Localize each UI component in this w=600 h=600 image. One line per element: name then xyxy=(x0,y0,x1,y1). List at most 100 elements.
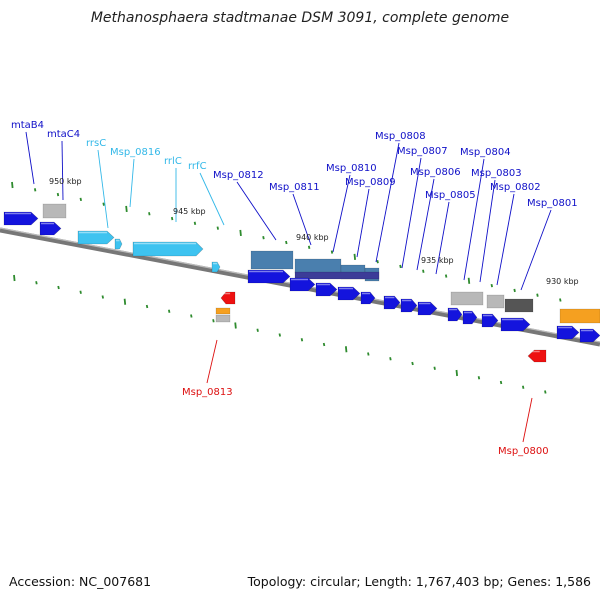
gene-Msp_0802 xyxy=(504,298,534,313)
leader-mtaC4 xyxy=(61,140,64,201)
leader-Msp_0816 xyxy=(129,158,135,208)
tick-mark xyxy=(13,274,16,282)
topology-summary: Topology: circular; Length: 1,767,403 bp… xyxy=(247,574,591,589)
gene-Msp_0816 xyxy=(114,238,123,250)
gene-Msp_0803-b xyxy=(462,310,478,325)
gene-features xyxy=(3,203,600,363)
gene-Msp_0811 xyxy=(294,258,342,274)
leader-Msp_0802 xyxy=(496,193,515,286)
tick-mark xyxy=(167,309,171,313)
gene-Msp_0801 xyxy=(500,317,531,332)
leader-rrfC xyxy=(199,172,225,226)
tick-mark xyxy=(216,226,219,230)
tick-mark xyxy=(399,264,402,269)
gene-orange-1 xyxy=(559,308,600,324)
label-rrsC: rrsC xyxy=(86,138,106,149)
leader-Msp_0800 xyxy=(522,397,533,443)
label-Msp_0811: Msp_0811 xyxy=(269,182,320,193)
tick-mark xyxy=(367,352,370,356)
gene-Msp_0813-small xyxy=(215,307,231,315)
tick-mark xyxy=(234,322,237,329)
leader-Msp_0813 xyxy=(206,339,218,384)
tick-mark xyxy=(444,274,448,278)
tick-mark xyxy=(145,304,149,309)
tick-mark xyxy=(148,212,151,216)
tick-mark xyxy=(300,338,304,342)
gene-rrlC xyxy=(132,241,204,257)
label-Msp_0803: Msp_0803 xyxy=(471,168,522,179)
gene-Msp_0800 xyxy=(527,349,547,363)
tick-mark xyxy=(307,245,311,249)
leader-Msp_0811 xyxy=(292,193,312,246)
tick-mark xyxy=(490,283,493,288)
tick-mark xyxy=(285,240,288,245)
tick-mark xyxy=(376,259,379,264)
tick-mark xyxy=(330,250,334,254)
gene-Msp_0810-b xyxy=(315,282,338,297)
tick-mark xyxy=(56,192,60,197)
kbp-ticks xyxy=(11,181,562,394)
label-leader-lines xyxy=(25,131,552,443)
kbp-label: 950 kbp xyxy=(49,177,82,186)
gene-Msp_0806 xyxy=(360,291,376,305)
label-Msp_0801: Msp_0801 xyxy=(527,198,578,209)
gene-right-1 xyxy=(556,325,580,340)
tick-mark xyxy=(499,380,503,385)
label-mtaC4: mtaC4 xyxy=(47,129,80,140)
tick-mark xyxy=(389,357,392,361)
tick-mark xyxy=(544,390,547,394)
label-rrfC: rrfC xyxy=(188,161,207,172)
tick-mark xyxy=(79,197,82,202)
gene-Msp_0804 xyxy=(450,291,484,306)
tick-mark xyxy=(521,385,525,389)
leader-Msp_0808 xyxy=(375,142,400,263)
tick-mark xyxy=(433,366,436,370)
gene-Msp_0803 xyxy=(486,294,505,309)
gene-mtaC4-lower xyxy=(39,221,62,236)
tick-mark xyxy=(79,290,82,294)
tick-mark xyxy=(193,221,197,226)
gene-Msp_0813-small-b xyxy=(215,314,231,323)
tick-mark xyxy=(123,298,127,305)
kbp-label: 935 kbp xyxy=(421,256,454,265)
gene-rrfC xyxy=(211,261,221,273)
leader-Msp_0804 xyxy=(463,158,485,281)
label-Msp_0805: Msp_0805 xyxy=(425,190,476,201)
label-Msp_0810: Msp_0810 xyxy=(326,163,377,174)
label-Msp_0800: Msp_0800 xyxy=(498,446,549,457)
tick-mark xyxy=(239,229,242,237)
tick-mark xyxy=(322,342,326,347)
tick-mark xyxy=(344,346,348,353)
gene-Msp_0812 xyxy=(250,250,294,270)
tick-mark xyxy=(35,281,38,285)
gene-Msp_0812-b xyxy=(247,269,291,284)
gene-Msp_0802-b xyxy=(481,313,499,328)
gene-Msp_0804-b xyxy=(447,307,463,322)
leader-Msp_0807 xyxy=(401,157,422,269)
tick-mark xyxy=(477,376,481,380)
label-Msp_0813: Msp_0813 xyxy=(182,387,233,398)
tick-mark xyxy=(57,285,60,290)
tick-mark xyxy=(278,333,281,337)
leader-Msp_0812 xyxy=(236,181,277,241)
tick-mark xyxy=(353,253,356,260)
leader-Msp_0801 xyxy=(520,209,552,291)
gene-Msp_0811-b xyxy=(289,277,316,292)
gene-Msp_0805-b xyxy=(417,301,438,316)
label-Msp_0804: Msp_0804 xyxy=(460,147,511,158)
tick-mark xyxy=(559,298,562,302)
label-Msp_0809: Msp_0809 xyxy=(345,177,396,188)
leader-Msp_0805 xyxy=(435,201,450,275)
kbp-label: 940 kbp xyxy=(296,233,329,242)
gene-rrsC xyxy=(77,230,115,245)
leader-Msp_0803 xyxy=(479,179,496,283)
tick-mark xyxy=(422,269,425,273)
label-Msp_0812: Msp_0812 xyxy=(213,170,264,181)
tick-mark xyxy=(11,181,14,189)
gene-Msp_0806-b xyxy=(383,295,401,310)
accession-text: Accession: NC_007681 xyxy=(9,574,152,589)
label-Msp_0808: Msp_0808 xyxy=(375,131,426,142)
tick-mark xyxy=(170,216,174,221)
